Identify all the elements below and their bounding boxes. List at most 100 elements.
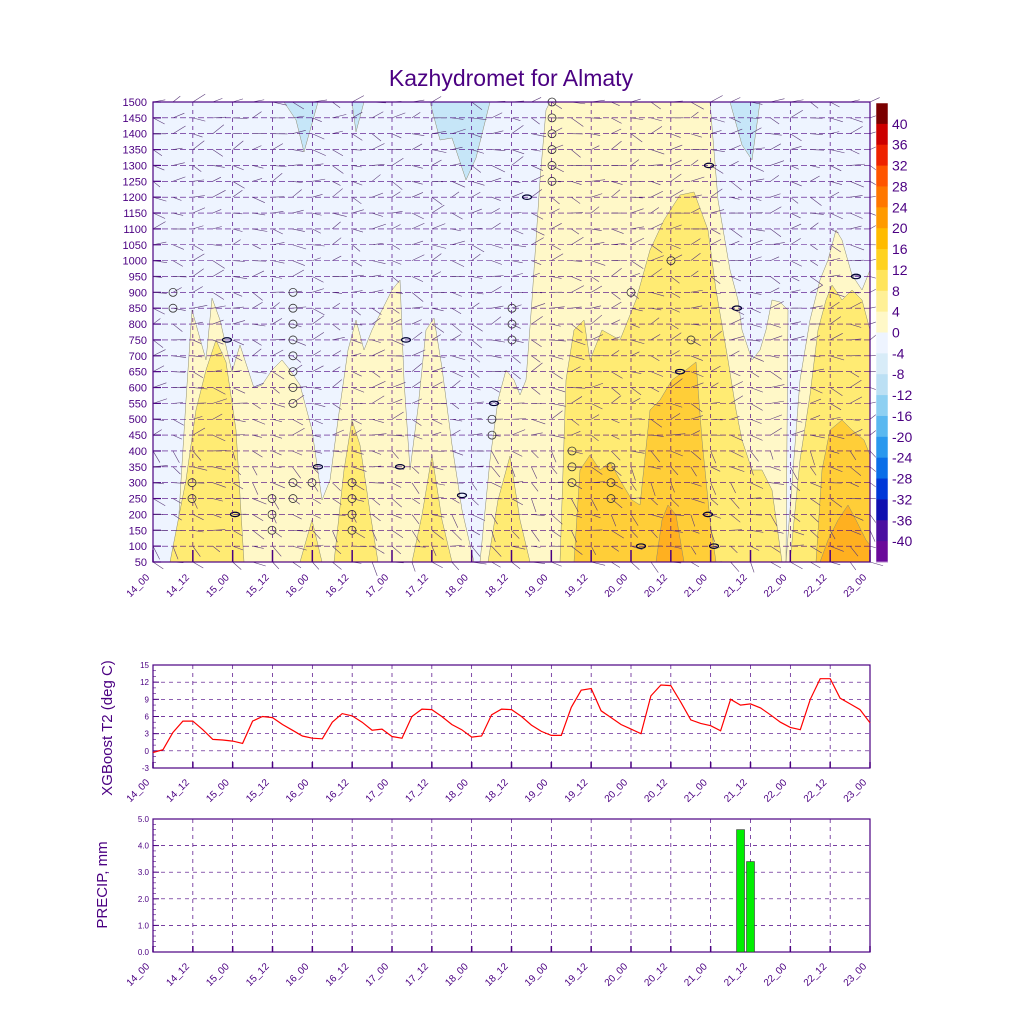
wind-barb (730, 97, 741, 103)
closed-contour (850, 273, 862, 280)
precip-xtick-label: 19_00 (523, 961, 551, 989)
wind-barb (571, 196, 581, 204)
wind-barb (332, 350, 342, 357)
wind-barb (670, 189, 684, 198)
wind-barb (551, 208, 560, 214)
wind-barb (232, 140, 244, 150)
wind-barb (770, 529, 784, 534)
wind-barb (630, 292, 639, 299)
wind-barb (152, 465, 168, 468)
wind-barb (650, 514, 664, 519)
wind-barb (212, 450, 227, 452)
cross-section-xtick-label: 23_00 (842, 572, 870, 600)
wind-barb (352, 111, 363, 119)
wind-barb (252, 482, 259, 495)
wind-barb (471, 208, 482, 214)
wind-barb (571, 237, 584, 246)
wind-barb (670, 413, 681, 420)
wind-barb (332, 114, 347, 119)
wind-barb (571, 514, 582, 518)
cross-section-ytick-label: 250 (129, 494, 147, 506)
wind-barb (670, 378, 683, 388)
wind-barb (411, 223, 425, 230)
wind-barb (371, 307, 382, 315)
wind-barb (511, 192, 524, 198)
wind-barb (471, 165, 482, 173)
cross-section-xtick-label: 20_00 (603, 572, 631, 600)
wind-barb (650, 498, 658, 506)
colorbar-label: -12 (892, 387, 912, 403)
wind-barb (391, 307, 400, 314)
wind-barb (790, 321, 801, 325)
wind-barb (272, 371, 285, 380)
wind-barb (531, 303, 546, 309)
wind-barb (332, 323, 341, 331)
wind-barb (531, 165, 543, 171)
wind-barb (610, 418, 620, 424)
wind-barb (312, 403, 326, 407)
wind-barb (232, 117, 248, 119)
wind-barb (292, 260, 305, 266)
wind-barb (670, 350, 680, 357)
colorbar-label: -24 (892, 450, 912, 466)
wind-barb (272, 466, 282, 468)
wind-barb (750, 529, 764, 533)
wind-barb (451, 371, 464, 378)
wind-barb (491, 275, 504, 277)
wind-barb (292, 101, 305, 110)
t2-xtick-label: 17_00 (364, 777, 392, 805)
wind-barb (511, 387, 522, 391)
wind-barb (391, 211, 403, 214)
wind-barb (352, 418, 362, 425)
wind-barb (491, 561, 501, 568)
wind-barb (830, 131, 840, 135)
wind-barb (352, 95, 365, 103)
t2-xtick-label: 14_00 (125, 777, 153, 805)
wind-barb (750, 450, 759, 462)
wind-barb (511, 304, 522, 309)
wind-barb (172, 95, 181, 103)
wind-barb (252, 403, 261, 409)
wind-barb (292, 339, 306, 346)
wind-barb (551, 410, 563, 420)
wind-barb (809, 450, 815, 466)
wind-barb (611, 243, 625, 246)
cross-section-ytick-label: 50 (135, 557, 147, 569)
wind-barb (491, 196, 501, 201)
cross-section-ytick-label: 400 (129, 446, 147, 458)
wind-barb (332, 379, 343, 388)
precip-bar (746, 861, 755, 953)
wind-barb (591, 334, 603, 341)
wind-barb (690, 561, 700, 568)
wind-barb (451, 212, 463, 220)
wind-barb (252, 260, 267, 262)
wind-barb (212, 116, 226, 119)
wind-barb (650, 307, 662, 311)
wind-barb (232, 239, 241, 246)
wind-barb (332, 561, 342, 570)
colorbar-label: 16 (892, 241, 908, 257)
wind-barb (272, 173, 283, 182)
wind-barb (730, 529, 742, 531)
wind-barb (411, 331, 423, 341)
wind-barb (391, 450, 399, 459)
wind-barb (650, 387, 660, 393)
wind-barb (332, 302, 341, 309)
wind-barb (770, 400, 784, 404)
wind-barb (551, 276, 562, 279)
wind-barb (312, 193, 323, 198)
wind-barb (471, 433, 483, 436)
precip-ytick-label: 0.0 (138, 948, 150, 957)
wind-barb (630, 323, 640, 328)
wind-barb (670, 433, 686, 436)
wind-barb (849, 466, 862, 476)
wind-barb (212, 545, 221, 553)
wind-barb (630, 482, 637, 491)
cross-section-ytick-label: 1350 (123, 145, 147, 157)
wind-barb (849, 529, 861, 535)
wind-barb (630, 133, 643, 143)
wind-barb (571, 285, 584, 293)
wind-barb (650, 207, 660, 214)
wind-barb (531, 418, 546, 425)
wind-barb (431, 204, 445, 214)
